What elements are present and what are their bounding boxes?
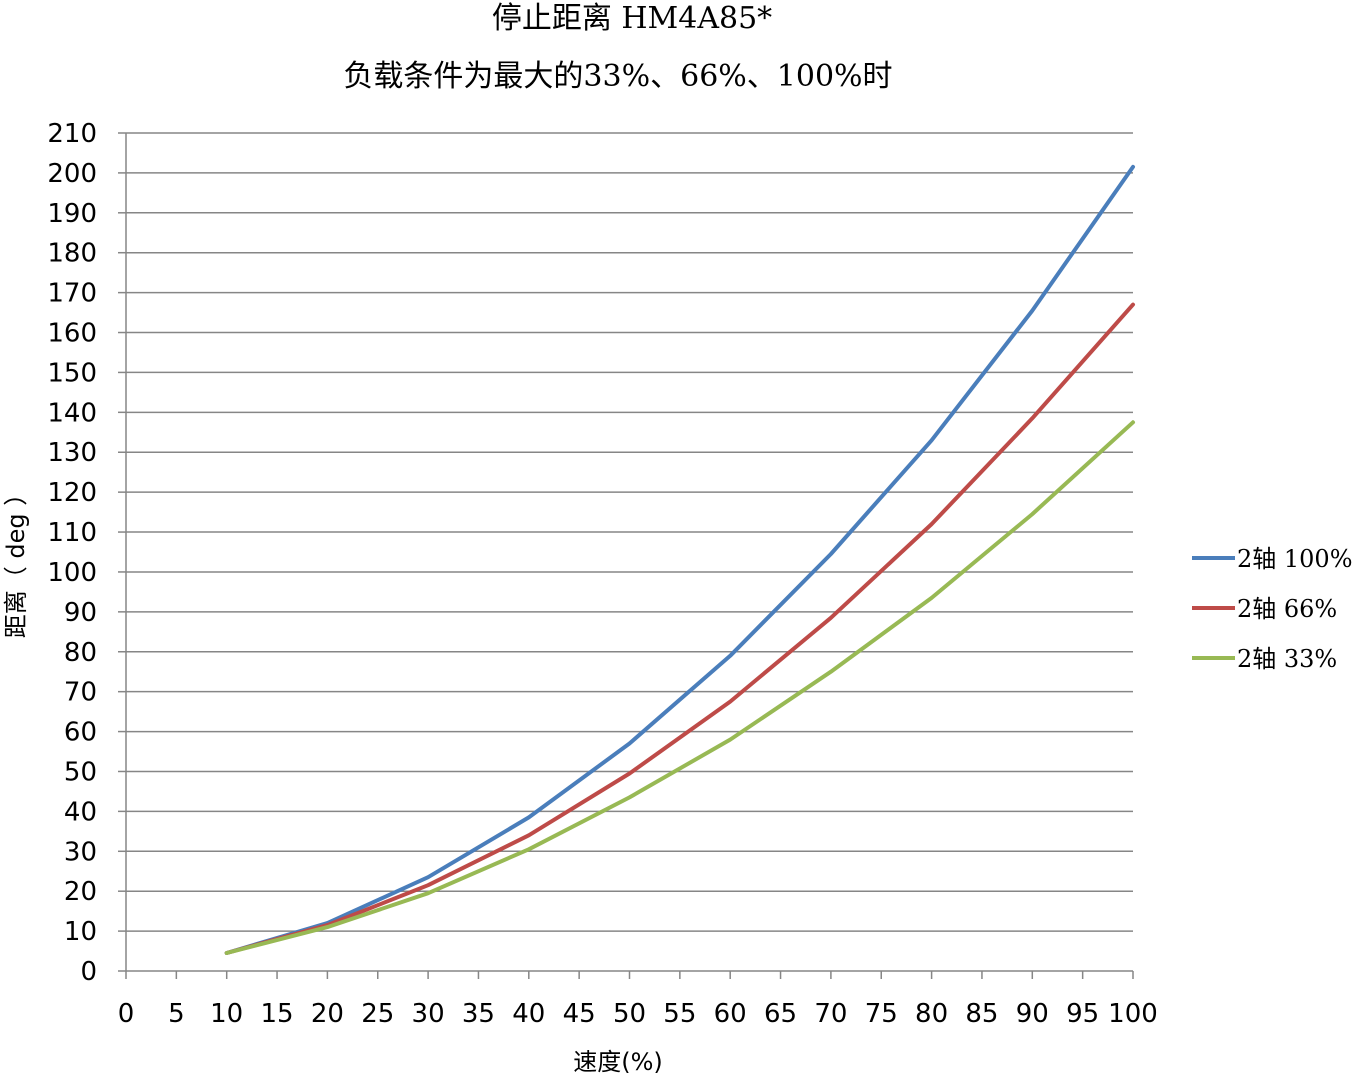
x-tick-label: 15 [261,999,294,1029]
y-tick-label: 140 [47,398,97,428]
y-tick-label: 150 [47,358,97,388]
y-tick-label: 110 [47,518,97,548]
y-tick-label: 30 [64,837,97,867]
x-tick-label: 75 [865,999,898,1029]
x-tick-label: 50 [613,999,646,1029]
series-lines [224,164,1135,955]
x-tick-label: 30 [412,999,445,1029]
x-tick-label: 5 [168,999,185,1029]
x-tick-label: 10 [210,999,243,1029]
y-tick-label: 50 [64,757,97,787]
chart-title: 停止距离 HM4A85* [492,1,772,36]
y-tick-label: 100 [47,558,97,588]
chart-subtitle: 负载条件为最大的33%、66%、100%时 [343,59,892,94]
x-tick-label: 20 [311,999,344,1029]
x-tick-label: 85 [965,999,998,1029]
legend-label: 2轴 66% [1237,595,1337,623]
y-tick-label: 0 [80,957,97,987]
x-tick-label: 90 [1016,999,1049,1029]
y-tick-label: 130 [47,438,97,468]
y-tick-label: 70 [64,678,97,708]
x-tick-label: 0 [118,999,135,1029]
x-tick-label: 45 [563,999,596,1029]
gridlines [126,132,1133,932]
x-tick-label: 40 [512,999,545,1029]
x-tick-label: 70 [814,999,847,1029]
y-tick-label: 160 [47,319,97,349]
y-tick-label: 200 [47,159,97,189]
y-tick-label: 190 [47,199,97,229]
x-tick-label: 60 [714,999,747,1029]
y-tick-label: 20 [64,877,97,907]
legend-label: 2轴 100% [1237,545,1353,573]
legend-label: 2轴 33% [1237,645,1337,673]
y-tick-label: 10 [64,917,97,947]
x-tick-label: 95 [1066,999,1099,1029]
axes: 0102030405060708090100110120130140150160… [47,119,1157,1029]
x-axis-title: 速度(%) [573,1048,663,1076]
series-line-3 [224,420,1135,955]
y-tick-label: 180 [47,239,97,269]
y-tick-label: 40 [64,797,97,827]
x-tick-label: 25 [361,999,394,1029]
x-tick-label: 35 [462,999,495,1029]
x-tick-label: 65 [764,999,797,1029]
y-tick-label: 170 [47,279,97,309]
y-tick-label: 80 [64,638,97,668]
series-line-2 [224,302,1135,955]
y-tick-label: 90 [64,598,97,628]
legend: 2轴 100% 2轴 66% 2轴 33% [1192,545,1353,673]
y-tick-label: 120 [47,478,97,508]
y-tick-label: 60 [64,718,97,748]
x-tick-label: 100 [1108,999,1158,1029]
y-tick-label: 210 [47,119,97,149]
x-tick-label: 55 [663,999,696,1029]
series-line-1 [224,164,1135,955]
y-axis-title: 距离（ deg ） [2,482,30,639]
x-tick-label: 80 [915,999,948,1029]
